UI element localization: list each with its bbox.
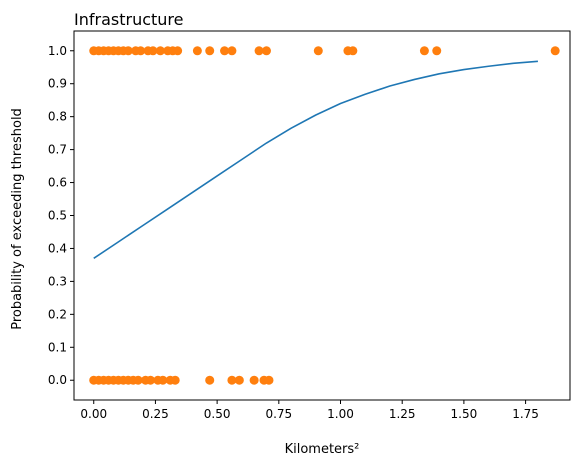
data-point (205, 46, 215, 56)
y-tick-label: 0.9 (48, 77, 67, 91)
data-point (158, 375, 168, 385)
data-point (146, 375, 155, 385)
data-point (205, 375, 215, 385)
data-point (234, 375, 244, 385)
data-point (254, 46, 264, 56)
data-point (170, 375, 180, 385)
data-point (419, 46, 429, 56)
y-tick-label: 0.7 (48, 143, 67, 157)
y-tick-label: 0.1 (48, 340, 67, 354)
plot-frame (73, 30, 571, 401)
y-tick-label: 0.0 (48, 373, 67, 387)
data-point (155, 46, 165, 56)
data-point (136, 46, 146, 56)
data-point (173, 46, 183, 56)
x-tick-label: 1.00 (327, 407, 354, 421)
y-tick-label: 0.5 (48, 209, 67, 223)
data-point (148, 46, 158, 56)
x-tick-label: 1.75 (512, 407, 539, 421)
x-tick-label: 0.00 (80, 407, 107, 421)
data-point (123, 46, 133, 56)
y-tick-label: 0.3 (48, 274, 67, 288)
fitted-curve (93, 60, 538, 259)
data-point (133, 375, 143, 385)
data-point (227, 375, 237, 385)
data-point (550, 46, 560, 56)
chart-title: Infrastructure (74, 10, 183, 29)
x-tick-label: 0.50 (204, 407, 231, 421)
data-point (348, 46, 358, 56)
data-point (227, 46, 237, 56)
x-axis-label: Kilometers² (285, 442, 360, 457)
data-point (249, 375, 259, 385)
x-tick-label: 0.75 (265, 407, 292, 421)
data-point (313, 46, 323, 56)
data-point (261, 46, 271, 56)
y-tick-label: 0.4 (48, 241, 67, 255)
x-tick-label: 0.25 (142, 407, 169, 421)
data-point (220, 46, 230, 56)
plot-area (89, 46, 560, 385)
data-point (264, 375, 274, 385)
data-point (432, 46, 442, 56)
y-tick-label: 1.0 (48, 44, 67, 58)
y-tick-label: 0.2 (48, 307, 67, 321)
x-tick-label: 1.50 (451, 407, 478, 421)
y-axis-label: Probability of exceeding threshold (10, 108, 25, 330)
x-tick-label: 1.25 (389, 407, 416, 421)
y-tick-label: 0.8 (48, 110, 67, 124)
y-tick-label: 0.6 (48, 176, 67, 190)
data-point (192, 46, 202, 56)
